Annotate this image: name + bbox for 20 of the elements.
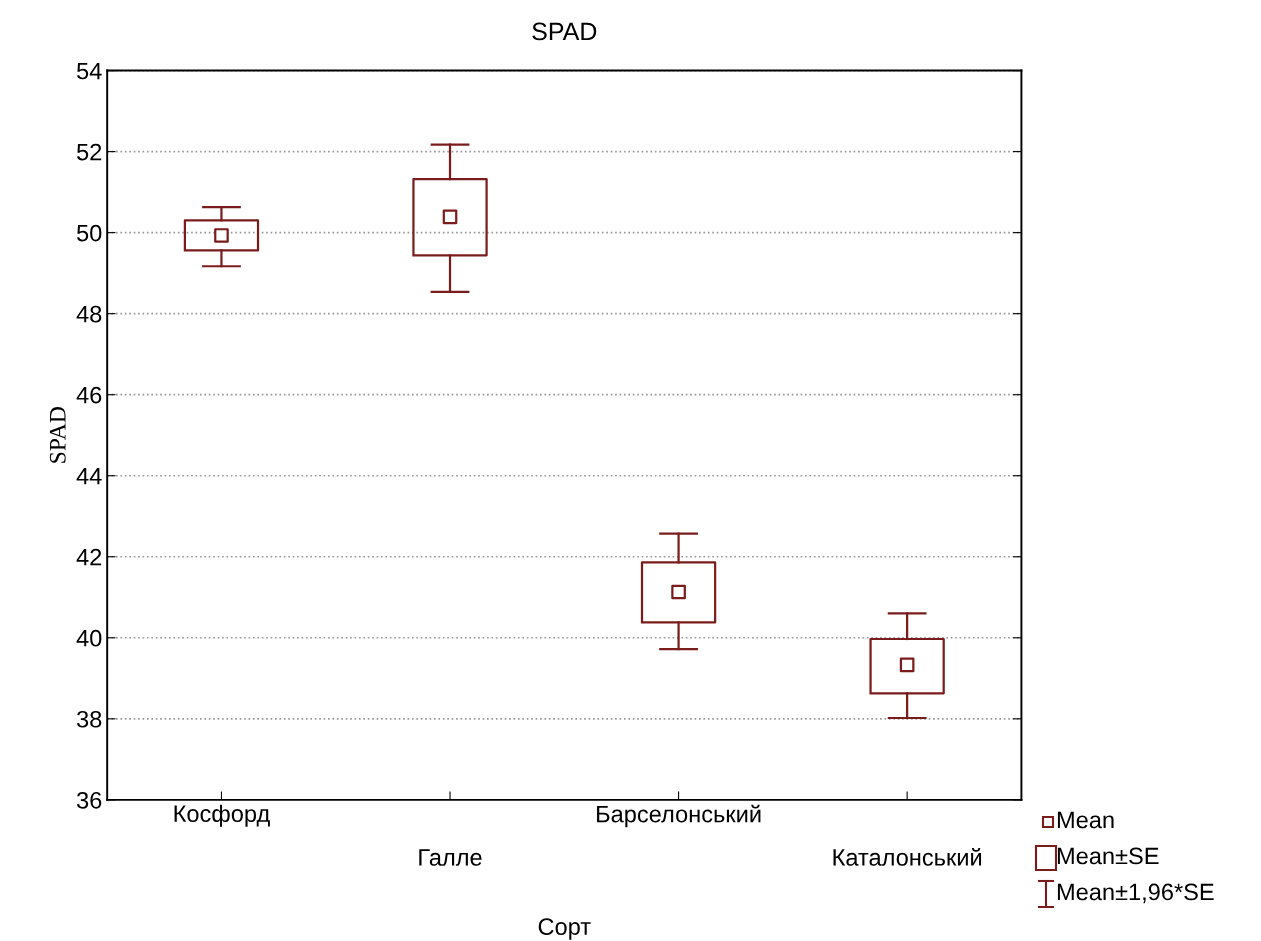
text: Mean <box>1057 811 1114 829</box>
x-tick-label: Барселонський <box>597 804 761 828</box>
y-tick-label: 48 <box>76 305 102 323</box>
text: Mean±SE <box>1057 847 1159 865</box>
y-tick-label: 40 <box>76 629 102 647</box>
y-tick-label: 38 <box>76 710 102 728</box>
x-tick-label: Каталонський <box>833 848 982 866</box>
x-tick-label: Косфорд <box>174 804 270 827</box>
text: Mean±1,96*SE <box>1057 883 1214 904</box>
y-tick-label: 52 <box>77 143 102 161</box>
y-tick-label: 44 <box>76 468 102 485</box>
x-axis-title: Сорт <box>538 918 591 940</box>
y-tick-label: 36 <box>76 791 102 809</box>
y-tick-label: 42 <box>76 548 102 566</box>
y-tick-label: 54 <box>77 62 102 80</box>
y-tick-label: 50 <box>77 224 102 242</box>
chart-title: SPAD <box>532 22 597 41</box>
y-axis-title: SPAD <box>49 407 66 463</box>
y-tick-label: 46 <box>76 386 102 404</box>
x-tick-label: Галле <box>419 849 482 866</box>
